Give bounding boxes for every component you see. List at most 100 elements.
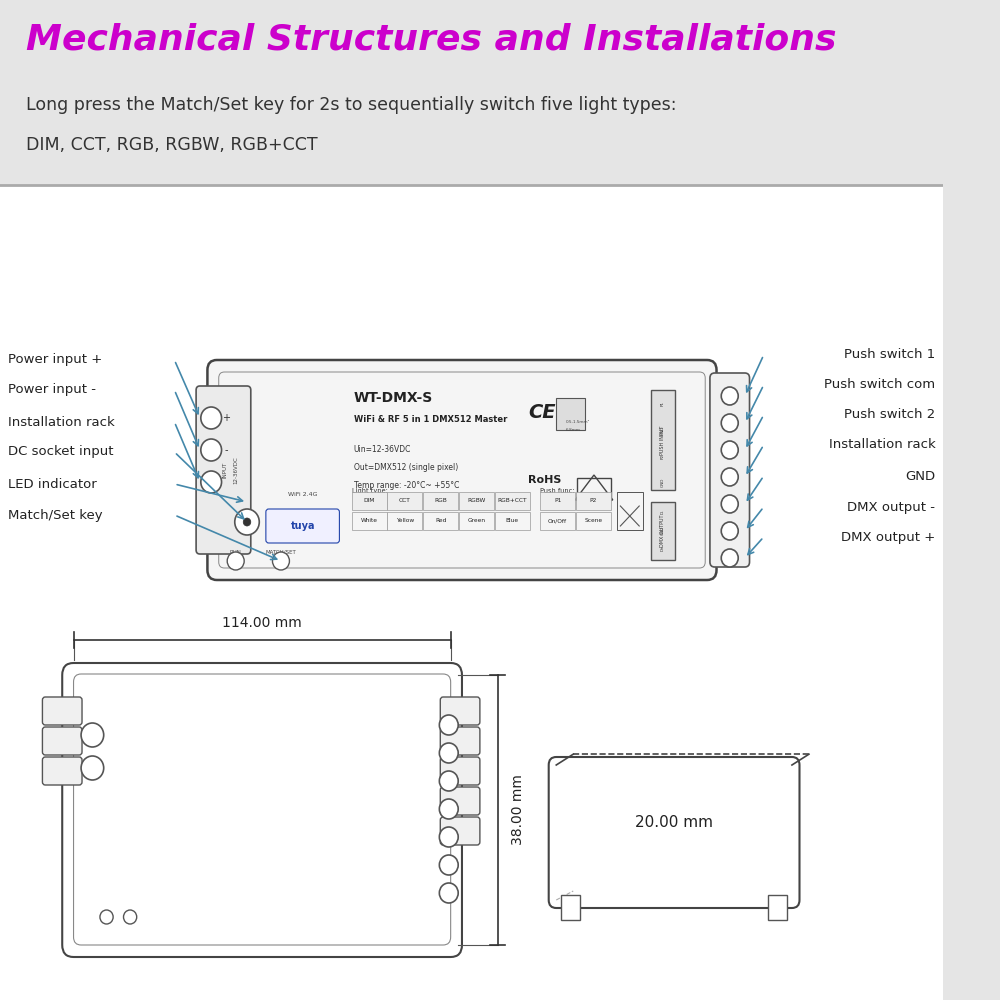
Bar	[495, 492, 530, 510]
Text: 12-36VDC: 12-36VDC	[233, 456, 238, 484]
Bar	[495, 512, 530, 530]
Text: GND: GND	[905, 470, 935, 483]
Text: WiFi 2.4G: WiFi 2.4G	[288, 492, 317, 497]
Text: -: -	[225, 445, 228, 455]
Text: RGBW: RGBW	[467, 498, 486, 504]
Text: WiFi & RF 5 in 1 DMX512 Master: WiFi & RF 5 in 1 DMX512 Master	[354, 416, 507, 424]
Circle shape	[439, 715, 458, 735]
FancyBboxPatch shape	[196, 386, 251, 554]
Text: White: White	[361, 518, 378, 524]
Bar	[576, 512, 611, 530]
Text: P2: P2	[661, 453, 665, 459]
Bar	[576, 492, 611, 510]
Circle shape	[439, 743, 458, 763]
Text: Green: Green	[468, 518, 486, 524]
Text: GND: GND	[661, 477, 665, 487]
FancyBboxPatch shape	[440, 697, 480, 725]
Bar	[352, 492, 387, 510]
Text: 114.00 mm: 114.00 mm	[222, 616, 302, 630]
Bar	[0, 0, 943, 185]
Bar	[768, 895, 787, 920]
Bar	[387, 512, 422, 530]
Circle shape	[124, 910, 137, 924]
Text: WT-DMX-S: WT-DMX-S	[354, 391, 433, 405]
Text: Mechanical Structures and Installations: Mechanical Structures and Installations	[26, 23, 837, 57]
Text: Long press the Match/Set key for 2s to sequentially switch five light types:: Long press the Match/Set key for 2s to s…	[26, 96, 677, 114]
Text: 38.00 mm: 38.00 mm	[511, 775, 525, 845]
Bar	[540, 492, 575, 510]
Text: Installation rack: Installation rack	[8, 416, 114, 428]
Bar	[617, 492, 643, 530]
Text: On/Off: On/Off	[548, 518, 567, 524]
Text: Power input +: Power input +	[8, 354, 102, 366]
Text: Push switch com: Push switch com	[824, 378, 935, 391]
FancyBboxPatch shape	[440, 787, 480, 815]
Text: 0.5-1.5mm²: 0.5-1.5mm²	[566, 420, 590, 424]
FancyBboxPatch shape	[42, 697, 82, 725]
Text: RoHS: RoHS	[528, 475, 561, 485]
Bar	[352, 512, 387, 530]
Circle shape	[721, 495, 738, 513]
Bar	[540, 512, 575, 530]
Circle shape	[235, 509, 259, 535]
Circle shape	[272, 552, 289, 570]
Bar	[459, 512, 494, 530]
FancyBboxPatch shape	[440, 727, 480, 755]
Text: Push switch 1: Push switch 1	[844, 349, 935, 361]
Circle shape	[100, 910, 113, 924]
Text: Light type:: Light type:	[352, 488, 388, 494]
Text: 20.00 mm: 20.00 mm	[635, 815, 713, 830]
Text: RGB+CCT: RGB+CCT	[498, 498, 527, 504]
Text: Push switch 2: Push switch 2	[844, 408, 935, 422]
Text: CCT: CCT	[399, 498, 411, 504]
Text: P1: P1	[554, 498, 561, 504]
Text: Installation rack: Installation rack	[829, 438, 935, 452]
Circle shape	[81, 756, 104, 780]
FancyBboxPatch shape	[549, 757, 799, 908]
Circle shape	[439, 855, 458, 875]
Text: Scene: Scene	[584, 518, 603, 524]
FancyBboxPatch shape	[710, 373, 750, 567]
Text: RGB: RGB	[434, 498, 447, 504]
Text: P1: P1	[661, 401, 665, 406]
Text: DMX output +: DMX output +	[841, 530, 935, 544]
Circle shape	[721, 414, 738, 432]
Text: LED indicator: LED indicator	[8, 478, 96, 490]
Bar	[0, 185, 943, 1000]
FancyBboxPatch shape	[42, 757, 82, 785]
Circle shape	[201, 407, 222, 429]
Text: D-: D-	[661, 510, 665, 514]
FancyBboxPatch shape	[42, 727, 82, 755]
Bar	[651, 390, 675, 490]
Text: DMX output -: DMX output -	[847, 500, 935, 514]
Circle shape	[227, 552, 244, 570]
FancyBboxPatch shape	[266, 509, 339, 543]
Circle shape	[721, 522, 738, 540]
Circle shape	[243, 518, 251, 526]
Text: INPUT: INPUT	[223, 462, 228, 478]
Circle shape	[439, 827, 458, 847]
Text: DIM: DIM	[363, 498, 375, 504]
Text: Out=DMX512 (single pixel): Out=DMX512 (single pixel)	[354, 464, 458, 473]
Bar	[577, 478, 611, 500]
Text: Power input -: Power input -	[8, 383, 96, 396]
Text: Blue: Blue	[506, 518, 519, 524]
Bar	[387, 492, 422, 510]
FancyBboxPatch shape	[440, 817, 480, 845]
Text: DMX OUTPUT: DMX OUTPUT	[660, 515, 665, 547]
Circle shape	[721, 387, 738, 405]
Text: MATCH/SET: MATCH/SET	[266, 550, 296, 554]
Text: DC socket input: DC socket input	[8, 446, 113, 458]
Text: CE: CE	[528, 402, 556, 422]
Text: P2: P2	[590, 498, 597, 504]
Text: tuya: tuya	[290, 521, 315, 531]
Text: RUN: RUN	[230, 550, 242, 554]
Circle shape	[439, 799, 458, 819]
Bar	[459, 492, 494, 510]
Bar	[423, 512, 458, 530]
Bar	[423, 492, 458, 510]
Text: Push func:: Push func:	[540, 488, 575, 494]
Text: DIM, CCT, RGB, RGBW, RGB+CCT: DIM, CCT, RGB, RGBW, RGB+CCT	[26, 136, 318, 154]
Text: Yellow: Yellow	[396, 518, 414, 524]
Text: GND: GND	[661, 425, 665, 435]
